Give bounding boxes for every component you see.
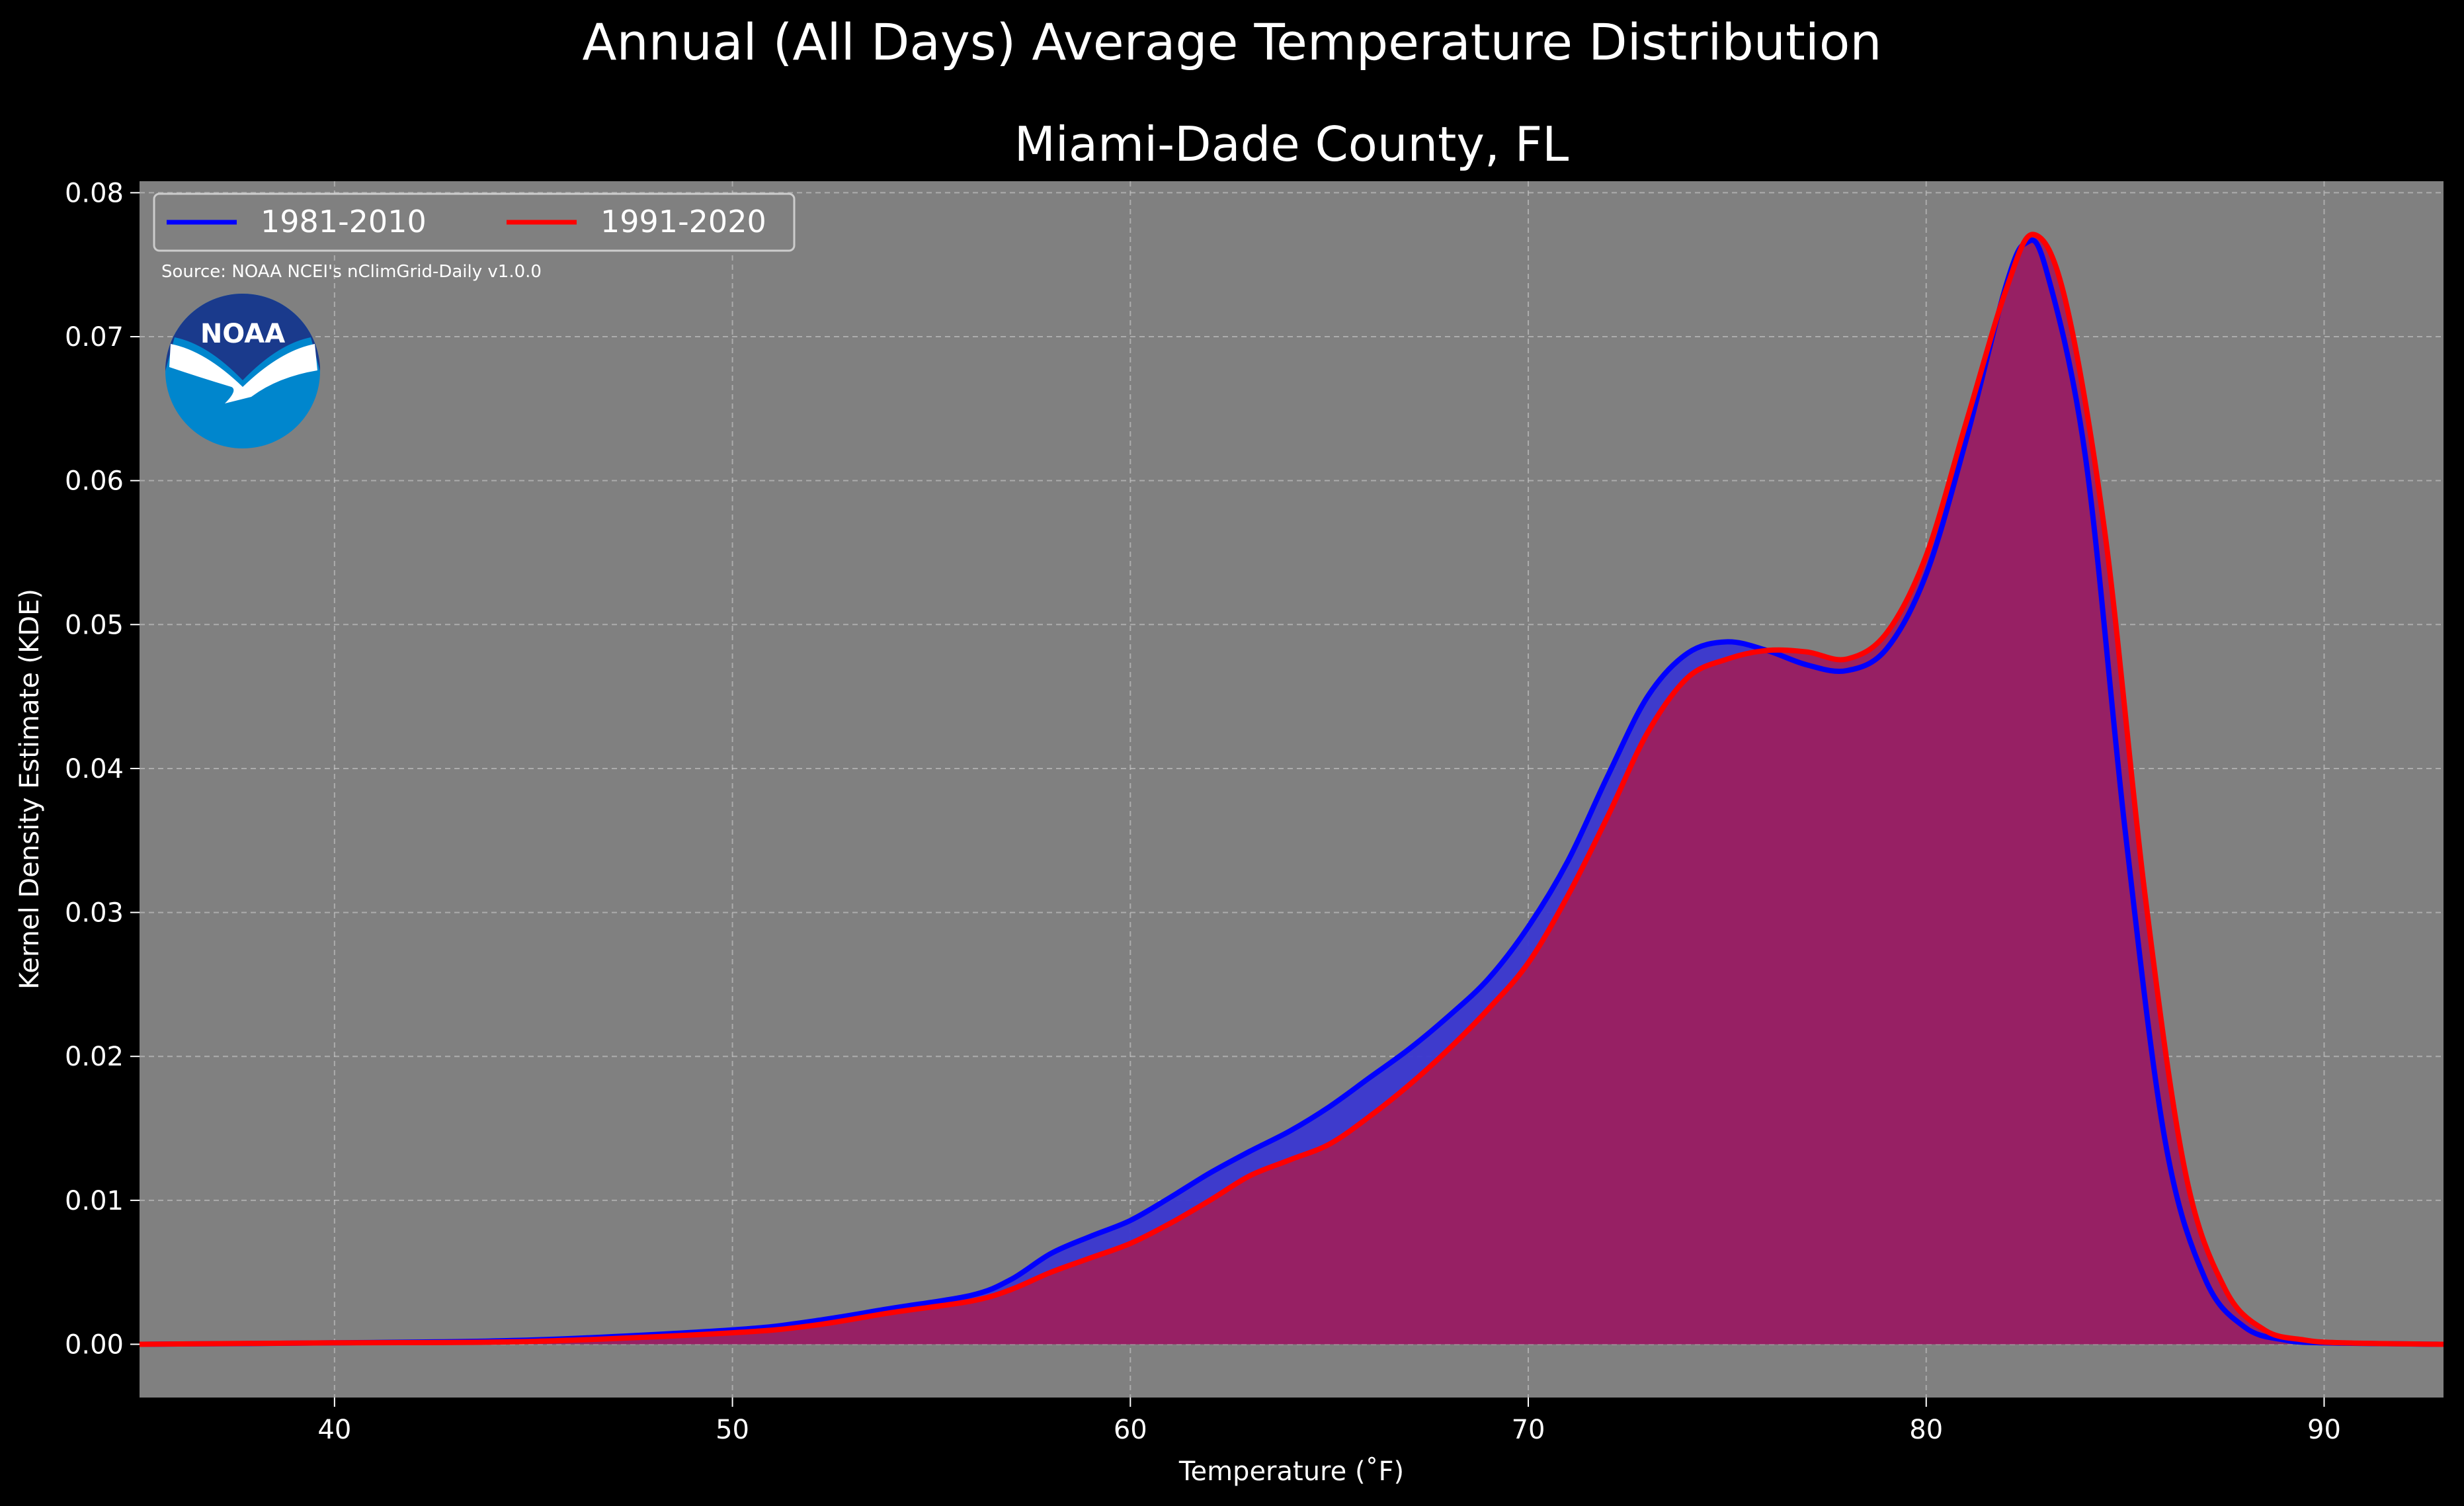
x-tick-label: 80 [1909,1415,1943,1445]
y-tick-label: 0.01 [65,1186,124,1216]
x-tick-label: 90 [2307,1415,2341,1445]
y-tick-label: 0.00 [65,1329,124,1360]
y-tick-label: 0.08 [65,178,124,208]
source-note: Source: NOAA NCEI's nClimGrid-Daily v1.0… [161,262,542,282]
series-1-line [140,237,2443,1347]
figure-suptitle: Annual (All Days) Average Temperature Di… [582,13,1881,71]
series-2-line [140,231,2443,1347]
x-tick-label: 50 [716,1415,749,1445]
series-2-fill [140,234,2443,1345]
y-axis-label: Kernel Density Estimate (KDE) [15,589,45,989]
logo-wordmark: NOAA [200,319,285,349]
chart-title: Miami-Dade County, FL [1014,116,1569,172]
y-tick-label: 0.06 [65,466,124,497]
y-tick-label: 0.02 [65,1042,124,1072]
noaa-logo: NOAA [165,294,320,448]
gull-icon [169,344,317,403]
legend: 1981-2010 1991-2020 [153,192,796,252]
legend-label-series-2: 1991-2020 [600,204,766,239]
x-axis-ticks: 40 50 60 70 80 90 [317,1398,2341,1445]
x-tick-label: 60 [1114,1415,1147,1445]
y-tick-label: 0.07 [65,322,124,353]
x-tick-label: 70 [1512,1415,1545,1445]
series-layer [140,231,2443,1347]
x-tick-label: 40 [317,1415,351,1445]
y-tick-label: 0.05 [65,610,124,640]
y-tick-label: 0.03 [65,898,124,929]
legend-frame [153,192,796,252]
logo-top-band [165,294,320,380]
legend-label-series-1: 1981-2010 [261,204,427,239]
plot-area [140,181,2443,1398]
x-axis-label: Temperature (˚F) [1178,1456,1404,1487]
y-tick-label: 0.04 [65,754,124,784]
y-axis-ticks: 0.00 0.01 0.02 0.03 0.04 0.05 0.06 0.07 0.08 [65,178,140,1360]
